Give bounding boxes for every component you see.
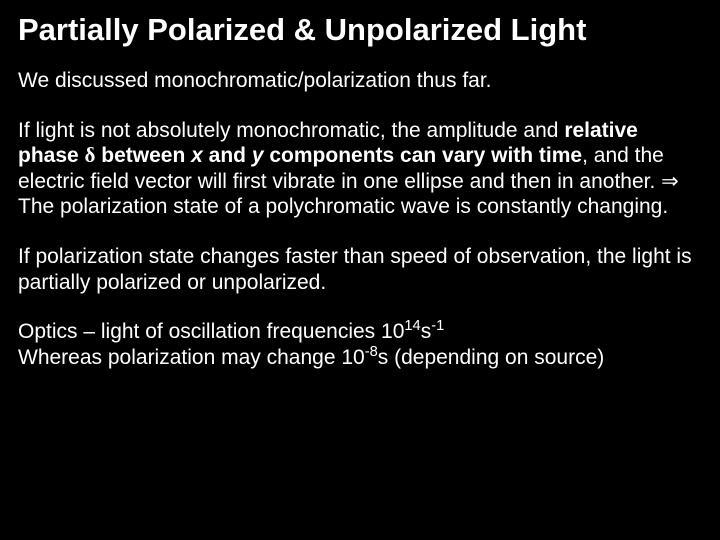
- slide-container: Partially Polarized & Unpolarized Light …: [0, 0, 720, 388]
- x-var: x: [191, 144, 203, 167]
- p2-text-a: If light is not absolutely monochromatic…: [18, 119, 564, 142]
- y-var: y: [252, 144, 264, 167]
- paragraph-1: We discussed monochromatic/polarization …: [18, 68, 702, 94]
- p2-bold-c: between: [95, 144, 191, 167]
- slide-title: Partially Polarized & Unpolarized Light: [18, 12, 702, 48]
- p4-text-b: s: [421, 320, 432, 343]
- implies-symbol: ⇒: [661, 169, 679, 193]
- p2-text-g: The polarization state of a polychromati…: [18, 195, 668, 218]
- p2-bold-e: components can vary with time: [264, 144, 583, 167]
- p4-text-a: Optics – light of oscillation frequencie…: [18, 320, 404, 343]
- delta-symbol: δ: [85, 143, 96, 167]
- paragraph-3: If polarization state changes faster tha…: [18, 244, 702, 295]
- paragraph-4: Optics – light of oscillation frequencie…: [18, 319, 702, 370]
- exp-neg8: -8: [365, 344, 378, 360]
- exp-14: 14: [404, 318, 420, 334]
- p4-text-d: s (depending on source): [378, 346, 604, 369]
- paragraph-2: If light is not absolutely monochromatic…: [18, 118, 702, 220]
- exp-neg1: -1: [431, 318, 444, 334]
- p2-bold-d: and: [203, 144, 252, 167]
- p4-text-c: Whereas polarization may change 10: [18, 346, 365, 369]
